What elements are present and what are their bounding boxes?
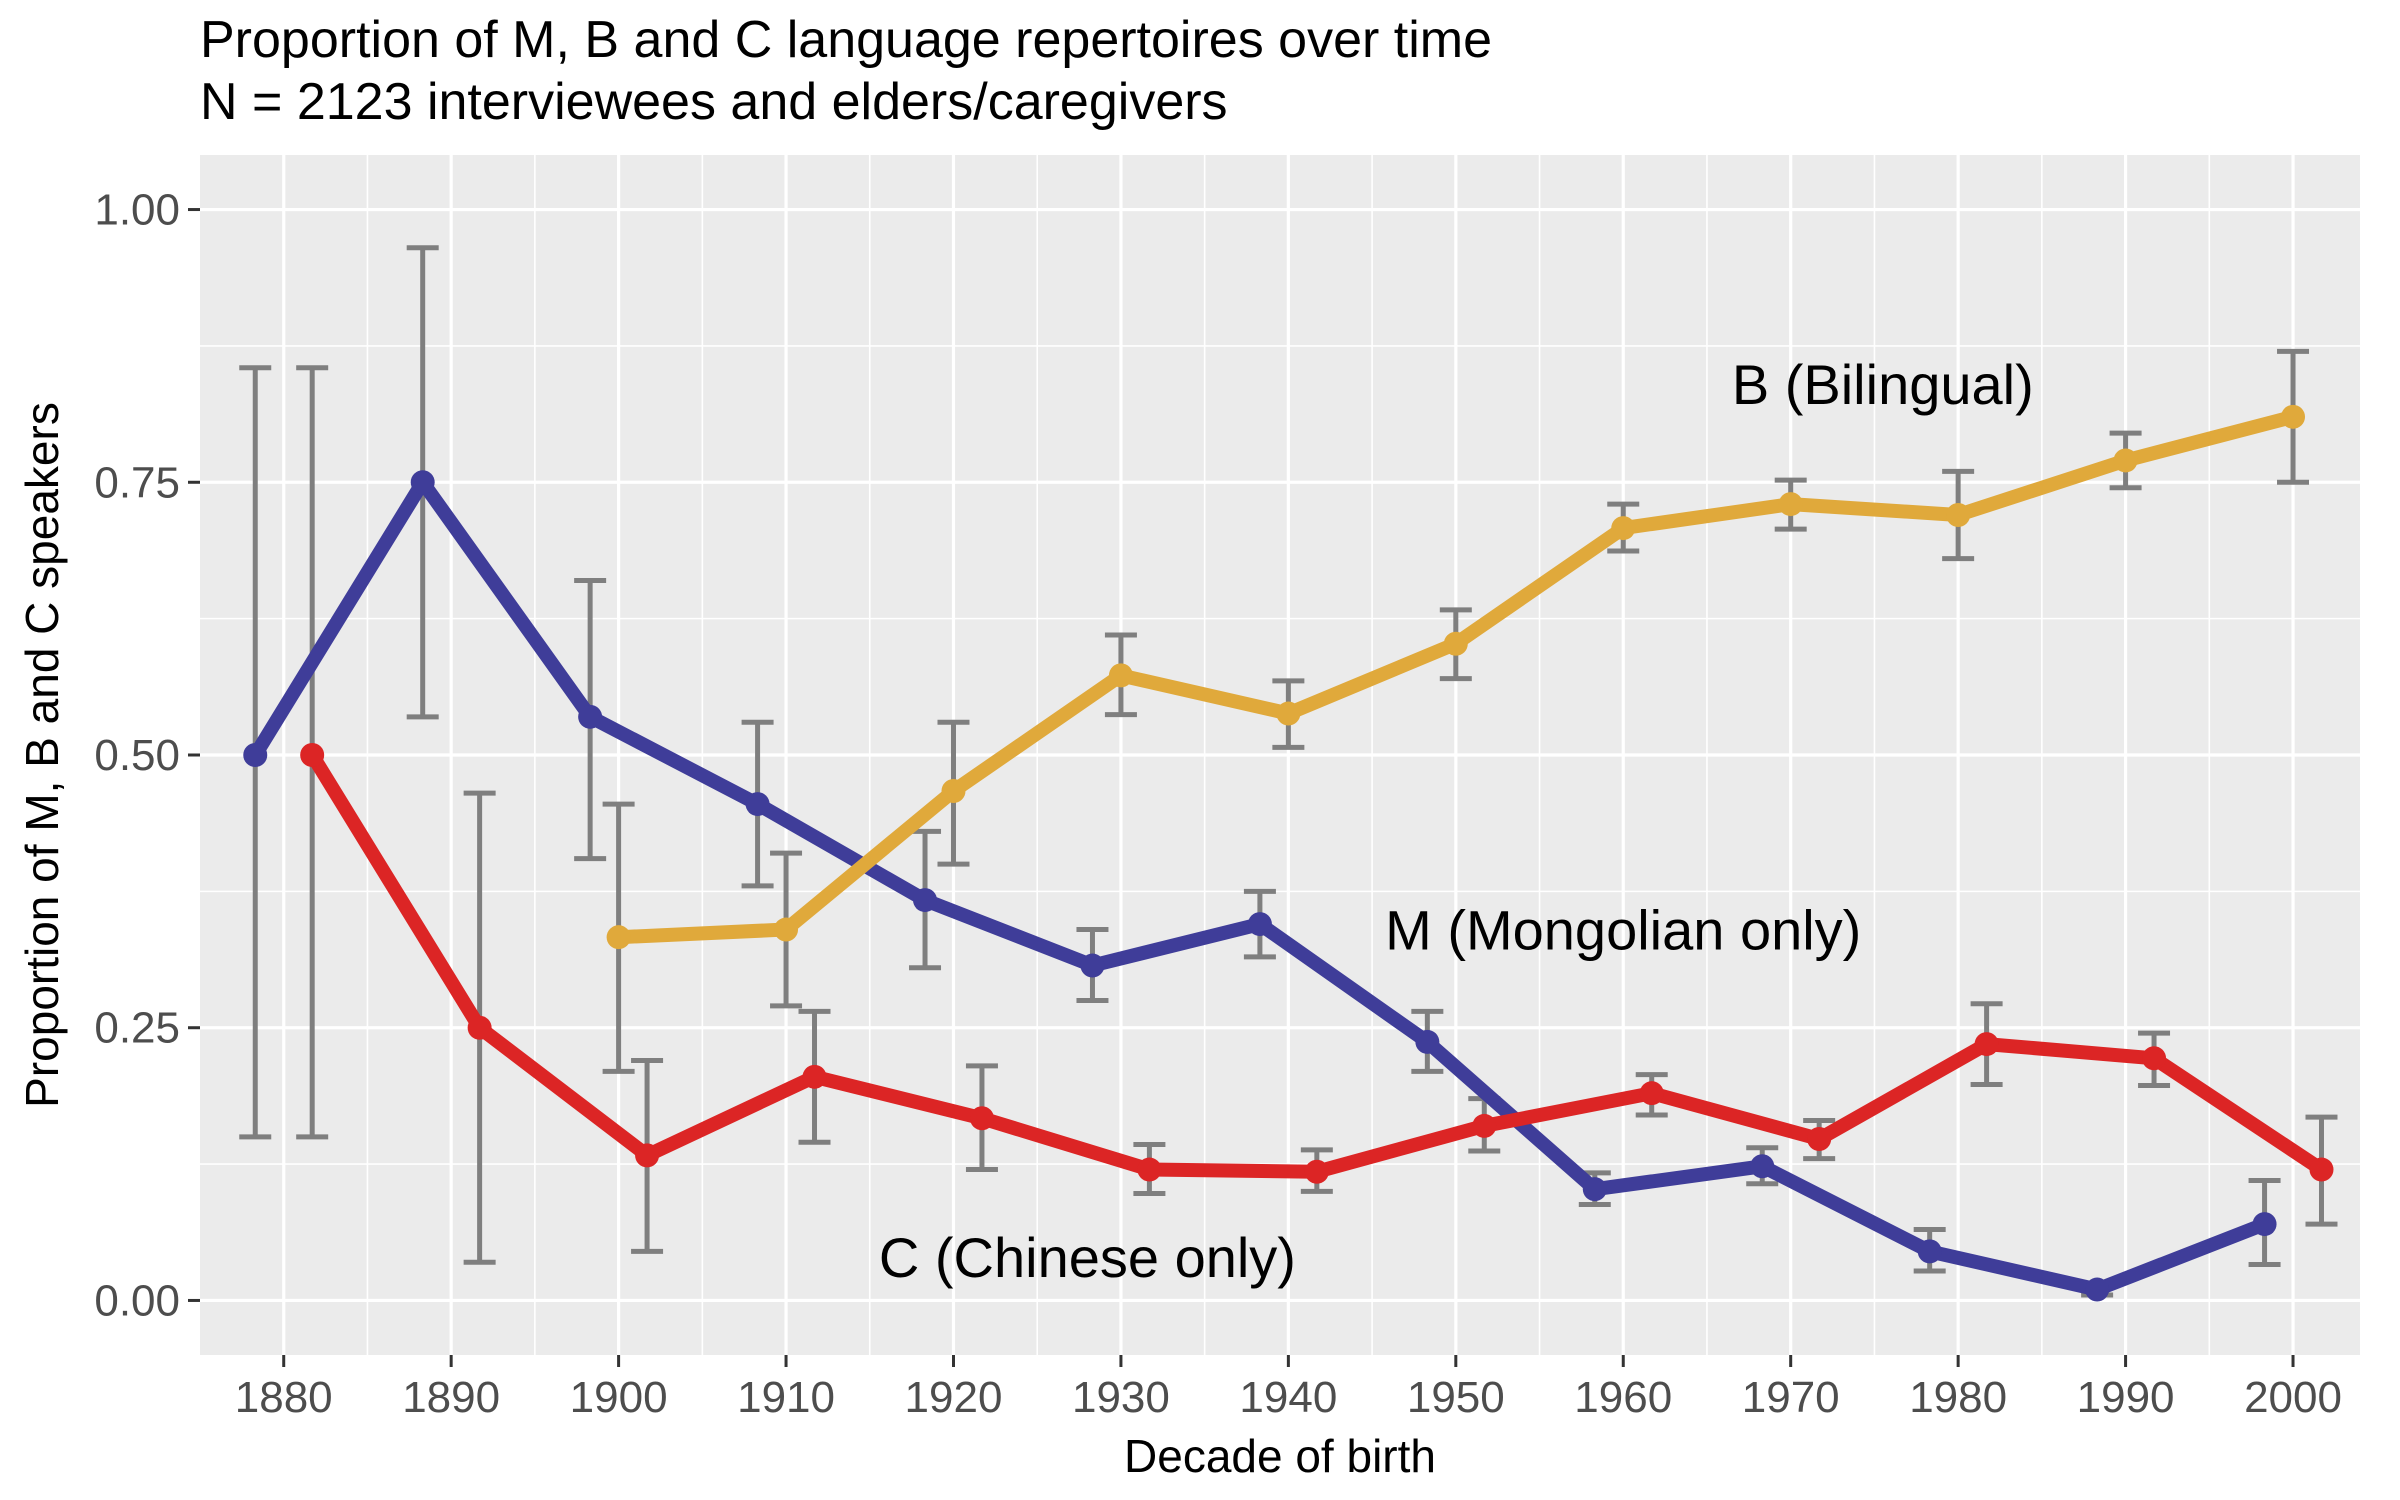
data-point-b [1443, 631, 1468, 656]
data-point-m [913, 888, 938, 913]
series-label-b: B (Bilingual) [1732, 353, 2034, 416]
data-point-c [1304, 1159, 1329, 1184]
x-axis-title: Decade of birth [1124, 1430, 1436, 1482]
x-tick-label: 1900 [570, 1373, 668, 1422]
x-tick-label: 1960 [1574, 1373, 1672, 1422]
data-point-m [2085, 1277, 2110, 1302]
data-point-m [2252, 1212, 2277, 1237]
data-point-m [243, 743, 268, 767]
chart-subtitle: N = 2123 interviewees and elders/caregiv… [200, 73, 1228, 131]
x-tick-label: 1910 [737, 1373, 835, 1422]
series-label-m: M (Mongolian only) [1385, 899, 1861, 962]
y-axis-title: Proportion of M, B and C speakers [16, 402, 68, 1108]
data-point-m [1080, 953, 1105, 978]
data-point-c [467, 1015, 492, 1040]
data-point-c [2309, 1157, 2334, 1182]
x-tick-label: 2000 [2244, 1373, 2342, 1422]
data-point-m [745, 792, 770, 817]
data-point-m [578, 704, 603, 729]
axis-ticks [188, 208, 2295, 1367]
x-tick-label: 1920 [905, 1373, 1003, 1422]
series-annotations: B (Bilingual) M (Mongolian only) C (Chines… [879, 353, 2034, 1289]
y-tick-label: 0.75 [94, 458, 180, 507]
x-tick-label: 1950 [1407, 1373, 1505, 1422]
data-point-m [1247, 912, 1272, 937]
y-tick-labels: 0.00 0.25 0.50 0.75 1.00 [94, 186, 180, 1326]
x-tick-label: 1980 [1909, 1373, 2007, 1422]
y-tick-label: 0.00 [94, 1276, 180, 1325]
data-point-b [1276, 701, 1301, 726]
data-point-c [969, 1106, 994, 1131]
x-tick-label: 1990 [2077, 1373, 2175, 1422]
data-point-b [941, 779, 966, 803]
data-point-m [410, 470, 435, 495]
data-point-c [2142, 1046, 2167, 1071]
y-tick-label: 0.50 [94, 731, 180, 780]
y-tick-label: 1.00 [94, 186, 180, 235]
grid-major [200, 155, 2360, 1355]
x-tick-label: 1970 [1742, 1373, 1840, 1422]
data-point-m [1917, 1239, 1942, 1264]
x-tick-label: 1940 [1239, 1373, 1337, 1422]
y-tick-label: 0.25 [94, 1004, 180, 1053]
data-point-b [606, 925, 631, 950]
data-point-b [1611, 516, 1636, 541]
data-point-b [774, 917, 799, 942]
data-point-c [635, 1143, 660, 1168]
data-point-c [300, 743, 325, 767]
series-points [243, 404, 2334, 1302]
data-point-b [1946, 503, 1971, 527]
data-point-c [1807, 1127, 1832, 1151]
data-point-c [802, 1064, 827, 1089]
data-point-m [1750, 1154, 1775, 1179]
data-point-b [2113, 448, 2138, 473]
data-point-b [2281, 404, 2306, 429]
data-point-c [1639, 1081, 1664, 1106]
x-tick-label: 1880 [235, 1373, 333, 1422]
data-point-b [1778, 492, 1803, 517]
x-tick-labels: 1880 1890 1900 1910 1920 1930 1940 1950 1960 1970… [235, 1373, 2342, 1422]
x-tick-label: 1930 [1072, 1373, 1170, 1422]
x-tick-label: 1890 [402, 1373, 500, 1422]
data-point-b [1108, 663, 1133, 688]
data-point-c [1137, 1157, 1162, 1182]
data-point-c [1974, 1032, 1999, 1057]
data-point-m [1582, 1177, 1607, 1202]
data-point-c [1472, 1113, 1497, 1138]
series-label-c: C (Chinese only) [879, 1226, 1296, 1289]
data-point-m [1415, 1029, 1440, 1054]
chart-title: Proportion of M, B and C language repert… [200, 11, 1493, 69]
